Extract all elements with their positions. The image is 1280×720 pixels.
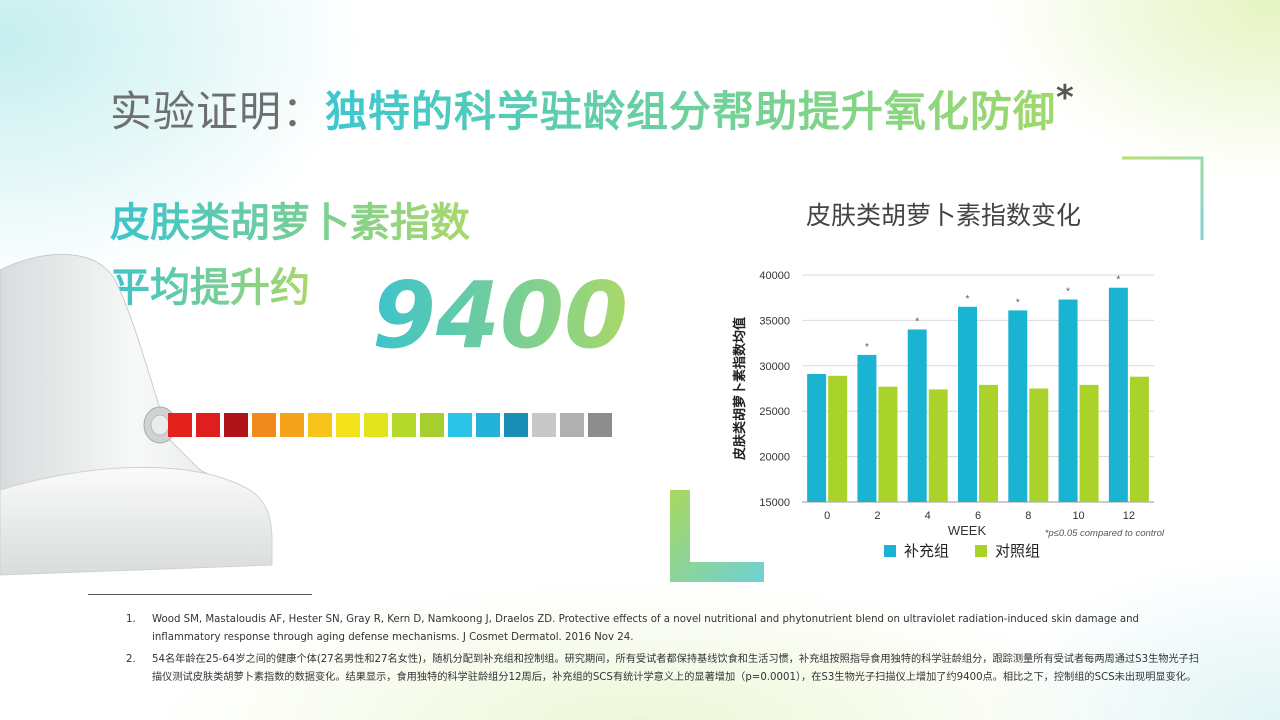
significance-marker: * — [1016, 297, 1020, 308]
x-tick-label: 2 — [874, 510, 880, 522]
x-tick-label: 10 — [1072, 510, 1084, 522]
chart-legend: 补充组 对照组 — [884, 540, 1040, 561]
color-swatch — [196, 413, 220, 437]
significance-marker: * — [865, 342, 869, 353]
x-axis-label: WEEK — [948, 523, 987, 538]
legend-item-supplement: 补充组 — [884, 540, 949, 561]
bar-supplement — [857, 354, 877, 502]
title-asterisk: * — [1056, 78, 1075, 118]
headline-value: 9400 — [372, 262, 629, 369]
footnote-text: Wood SM, Mastaloudis AF, Hester SN, Gray… — [152, 614, 1139, 643]
color-swatch — [252, 413, 276, 437]
bar-supplement — [1108, 287, 1128, 502]
x-tick-label: 8 — [1025, 510, 1031, 522]
y-axis-label: 皮肤类胡萝卜素指数均值 — [732, 317, 748, 461]
bar-supplement — [1008, 310, 1028, 502]
y-tick-label: 35000 — [759, 315, 790, 327]
color-swatch — [448, 413, 472, 437]
footnote-text: 54名年龄在25-64岁之间的健康个体(27名男性和27名女性)，随机分配到补充… — [152, 654, 1200, 683]
bar-control — [1079, 384, 1099, 502]
color-scale-swatches — [168, 413, 612, 437]
headline-line2: 平均提升约 — [110, 255, 310, 313]
bar-supplement — [807, 373, 827, 502]
color-swatch — [588, 413, 612, 437]
color-swatch — [420, 413, 444, 437]
footnote-1: 1. Wood SM, Mastaloudis AF, Hester SN, G… — [126, 611, 1206, 647]
footnote-divider — [88, 594, 312, 595]
significance-marker: * — [966, 294, 970, 305]
bar-control — [828, 375, 848, 502]
footnote-2: 2. 54名年龄在25-64岁之间的健康个体(27名男性和27名女性)，随机分配… — [126, 651, 1206, 687]
x-tick-label: 4 — [925, 510, 931, 522]
significance-marker: * — [915, 316, 919, 327]
color-swatch — [532, 413, 556, 437]
x-tick-label: 6 — [975, 510, 981, 522]
footnote-number: 1. — [126, 614, 136, 625]
bar-control — [1129, 376, 1149, 502]
legend-swatch-supplement — [884, 544, 896, 557]
title-prefix: 实验证明： — [110, 87, 326, 136]
color-swatch — [308, 413, 332, 437]
color-swatch — [336, 413, 360, 437]
bar-control — [878, 386, 898, 502]
y-tick-label: 20000 — [759, 452, 790, 464]
bar-supplement — [958, 306, 977, 502]
color-swatch — [280, 413, 304, 437]
y-tick-label: 40000 — [759, 270, 790, 282]
color-swatch — [476, 413, 500, 437]
significance-marker: * — [1116, 275, 1120, 286]
bar-control — [979, 384, 998, 502]
title-highlight: 独特的科学驻龄组分帮助提升氧化防御 — [325, 87, 1057, 136]
headline-line1: 皮肤类胡萝卜素指数 — [110, 190, 470, 248]
legend-swatch-control — [975, 544, 988, 557]
legend-label-supplement: 补充组 — [904, 542, 950, 560]
color-swatch — [364, 413, 388, 437]
chart-annotation: *p≤0.05 compared to control — [1045, 528, 1165, 539]
bar-chart: 15000 20000 25000 30000 35000 40000 0 * 2 * 4 * 6 * 8 *… — [732, 270, 1165, 539]
significance-marker: * — [1066, 287, 1070, 298]
page-title: 实验证明：独特的科学驻龄组分帮助提升氧化防御* — [110, 78, 1075, 139]
color-swatch — [560, 413, 584, 437]
decor-bracket-bottom-left — [670, 490, 764, 582]
color-swatch — [504, 413, 528, 437]
color-swatch — [392, 413, 416, 437]
chart-title: 皮肤类胡萝卜素指数变化 — [806, 201, 1082, 230]
color-swatch — [168, 413, 192, 437]
color-swatch — [224, 413, 248, 437]
x-tick-label: 0 — [824, 510, 830, 522]
decor-bracket-top-right — [1122, 156, 1204, 240]
footnote-number: 2. — [126, 654, 136, 665]
bar-supplement — [1058, 299, 1078, 502]
legend-item-control: 对照组 — [975, 540, 1040, 561]
bar-supplement — [907, 329, 927, 502]
y-tick-label: 30000 — [759, 361, 790, 373]
y-tick-label: 25000 — [759, 406, 790, 418]
x-tick-label: 12 — [1123, 510, 1135, 522]
footnotes: 1. Wood SM, Mastaloudis AF, Hester SN, G… — [126, 611, 1206, 691]
bar-control — [928, 389, 948, 502]
bar-control — [1029, 388, 1049, 502]
legend-label-control: 对照组 — [995, 542, 1041, 560]
y-tick-label: 15000 — [759, 497, 790, 509]
scanner-device-illustration — [0, 253, 273, 576]
